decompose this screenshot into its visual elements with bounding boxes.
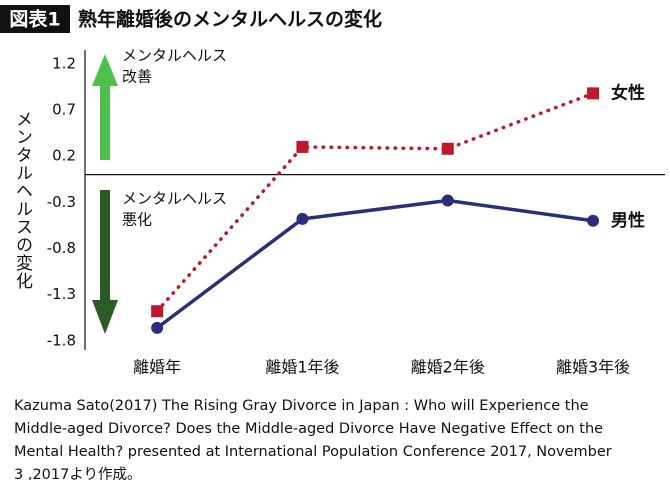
source: Mental Health? presented at Internationa… [14,444,612,460]
chart-title: 熟年離婚後のメンタルヘルスの変化 [78,8,382,31]
marker [441,142,454,155]
marker [587,214,600,227]
annotation: 悪化 [122,211,152,229]
source: Middle-aged Divorce? Does the Middle-age… [14,421,603,437]
marker [151,321,164,334]
y-tick-label: -0.8 [47,239,76,257]
y-tick-label: -1.8 [47,331,76,349]
down-arrow-shaft [100,190,110,302]
x-tick-label: 離婚1年後 [265,358,339,377]
annotation: 改善 [122,68,152,86]
y-tick-label: -1.3 [47,285,76,303]
up-arrow-head [92,54,118,86]
annotation: メンタルヘルス [122,47,227,65]
x-tick-label: 離婚2年後 [411,358,485,377]
series-label: 男性 [611,210,645,231]
up-arrow-shaft [100,84,110,160]
x-tick-label: 離婚3年後 [556,358,630,377]
y-tick-label: 0.2 [52,147,76,165]
badge: 図表1 [9,8,60,31]
marker [151,305,164,318]
y-tick-label: 0.7 [52,101,76,119]
marker [296,212,309,225]
source: Kazuma Sato(2017) The Rising Gray Divorc… [14,398,589,414]
annotation: メンタルヘルス [122,190,227,208]
source: 3 ,2017より作成。 [14,466,142,480]
x-tick-label: 離婚年 [133,358,181,377]
series-line [155,198,595,330]
badge-bg [0,5,70,33]
y-axis-label: メンタルヘルスの変化 [12,110,33,290]
marker [441,194,454,207]
down-arrow-head [92,300,118,334]
y-tick-label: 1.2 [52,54,76,72]
marker [296,140,309,153]
y-tick-label: -0.3 [47,193,76,211]
series-label: 女性 [611,82,645,103]
marker [587,87,600,100]
